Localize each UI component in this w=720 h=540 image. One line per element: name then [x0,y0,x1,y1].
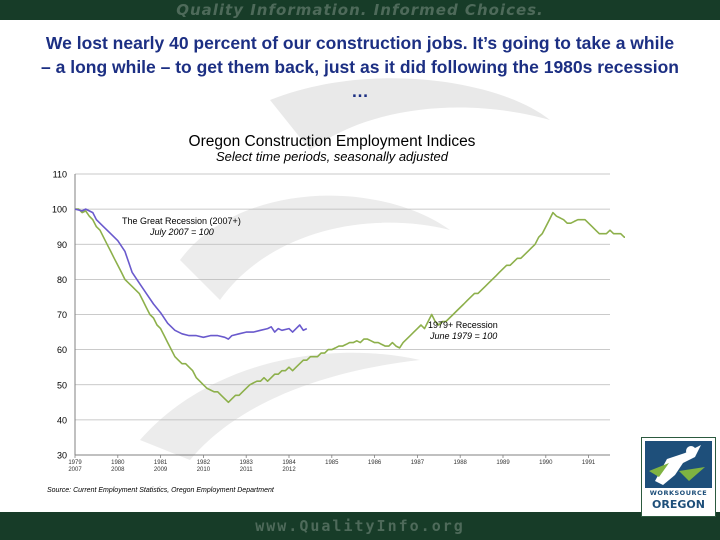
chart-subtitle: Select time periods, seasonally adjusted [216,149,449,164]
y-tick-label: 80 [57,275,67,285]
recession-1979-note: June 1979 = 100 [429,331,497,341]
worksource-oregon-logo[interactable]: WORKSOURCE OREGON [641,437,716,517]
website-url[interactable]: www.QualityInfo.org [255,517,465,535]
x-tick-label: 1981 [154,460,168,466]
great-recession-series-line [74,208,308,340]
y-tick-label: 40 [57,415,67,425]
y-tick-label: 30 [57,451,67,461]
great-recession-note: July 2007 = 100 [149,227,214,237]
x-tick-label: 1989 [496,460,510,466]
watermark-swoosh [140,78,550,460]
x-tick-label: 2008 [111,467,125,473]
y-tick-label: 60 [57,345,67,355]
logo-mark [645,441,712,488]
y-tick-label: 70 [57,310,67,320]
y-tick-label: 90 [57,240,67,250]
x-tick-label: 1987 [411,460,425,466]
y-tick-label: 110 [53,170,67,180]
x-tick-label: 1991 [582,460,596,466]
logo-bottom-text: OREGON [652,498,705,511]
x-tick-label: 2007 [68,467,82,473]
x-tick-label: 1986 [368,460,382,466]
recession-1979-series-line [75,208,625,404]
chart-title: Oregon Construction Employment Indices [189,133,476,150]
x-tick-label: 2010 [197,467,211,473]
x-tick-label: 2009 [154,467,168,473]
x-tick-label: 1980 [111,460,125,466]
x-tick-label: 1983 [240,460,254,466]
x-tick-label: 1988 [454,460,468,466]
x-tick-label: 1984 [282,460,296,466]
x-tick-label: 2011 [240,467,254,473]
page-headline: We lost nearly 40 percent of our constru… [41,33,679,101]
great-recession-label: The Great Recession (2007+) [122,216,241,226]
x-tick-label: 1990 [539,460,553,466]
top-banner [0,0,720,20]
chart-source: Source: Current Employment Statistics, O… [47,487,275,494]
logo-top-text: WORKSOURCE [649,489,708,497]
x-tick-label: 1985 [325,460,339,466]
x-tick-label: 2012 [282,467,296,473]
construction-employment-chart: Oregon Construction Employment Indices S… [47,133,625,494]
x-tick-label: 1982 [197,460,211,466]
bottom-bar [0,512,720,540]
top-banner-tagline: Quality Information. Informed Choices. [176,1,544,19]
x-tick-label: 1979 [68,460,82,466]
y-tick-label: 100 [52,205,67,215]
runner-icon [645,441,712,488]
recession-1979-label: 1979+ Recession [428,320,498,330]
y-tick-label: 50 [57,380,67,390]
